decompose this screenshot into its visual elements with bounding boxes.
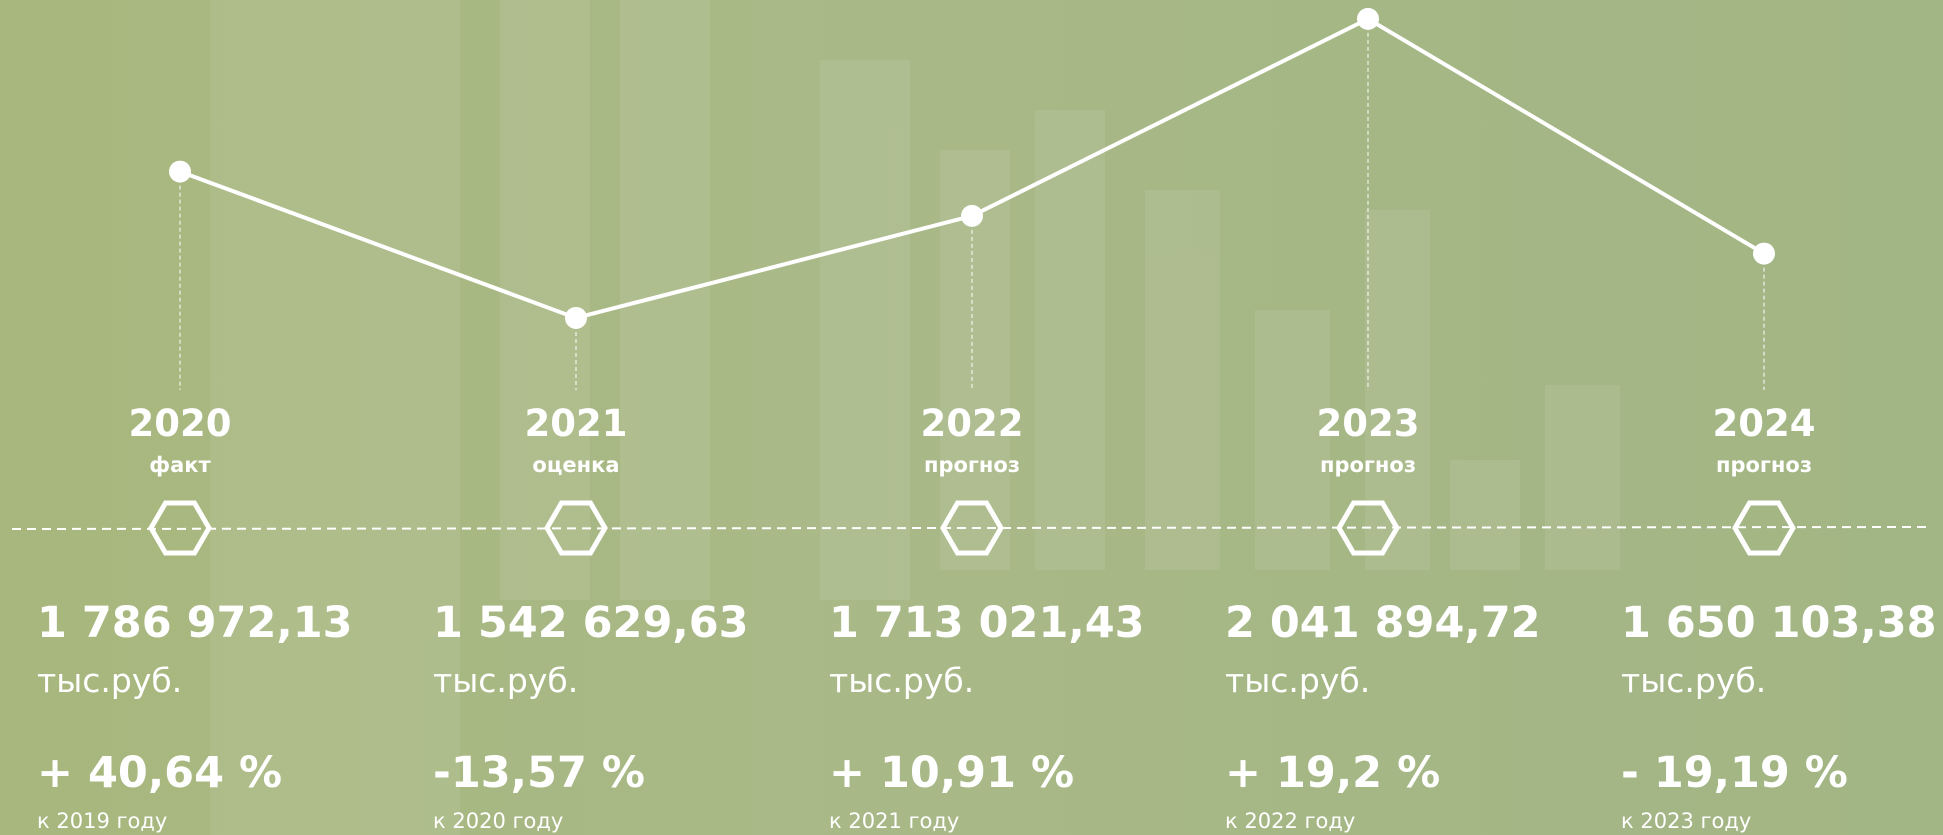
unit-label: тыс.руб.: [1621, 661, 1766, 700]
year-note: прогноз: [1716, 453, 1812, 477]
year-note: оценка: [532, 453, 619, 477]
year-label: 2024: [1713, 402, 1816, 445]
year-label: 2021: [525, 402, 628, 445]
change-label: + 40,64 %: [37, 748, 282, 798]
point: [1357, 8, 1379, 30]
unit-label: тыс.руб.: [829, 661, 974, 700]
value-label: 1 713 021,43: [829, 598, 1145, 648]
change-note: к 2021 году: [829, 809, 959, 833]
change-label: + 10,91 %: [829, 748, 1074, 798]
year-label: 2023: [1317, 402, 1420, 445]
year-note: прогноз: [1320, 453, 1416, 477]
unit-label: тыс.руб.: [1225, 661, 1370, 700]
value-label: 1 786 972,13: [37, 598, 353, 648]
change-note: к 2023 году: [1621, 809, 1751, 833]
point: [1753, 243, 1775, 265]
change-label: -13,57 %: [433, 748, 645, 798]
point: [565, 307, 587, 329]
point: [169, 161, 191, 183]
chart: 2020 факт 1 786 972,13 тыс.руб. + 40,64 % к 2…: [0, 0, 1943, 835]
value-label: 1 542 629,63: [433, 598, 749, 648]
year-label: 2022: [921, 402, 1024, 445]
change-label: - 19,19 %: [1621, 748, 1848, 798]
year-label: 2020: [129, 402, 232, 445]
change-note: к 2022 году: [1225, 809, 1355, 833]
unit-label: тыс.руб.: [433, 661, 578, 700]
year-note: прогноз: [924, 453, 1020, 477]
unit-label: тыс.руб.: [37, 661, 182, 700]
value-label: 2 041 894,72: [1225, 598, 1541, 648]
value-label: 1 650 103,38: [1621, 598, 1937, 648]
change-label: + 19,2 %: [1225, 748, 1440, 798]
change-note: к 2019 году: [37, 809, 167, 833]
point: [961, 205, 983, 227]
change-note: к 2020 году: [433, 809, 563, 833]
year-note: факт: [149, 453, 211, 477]
